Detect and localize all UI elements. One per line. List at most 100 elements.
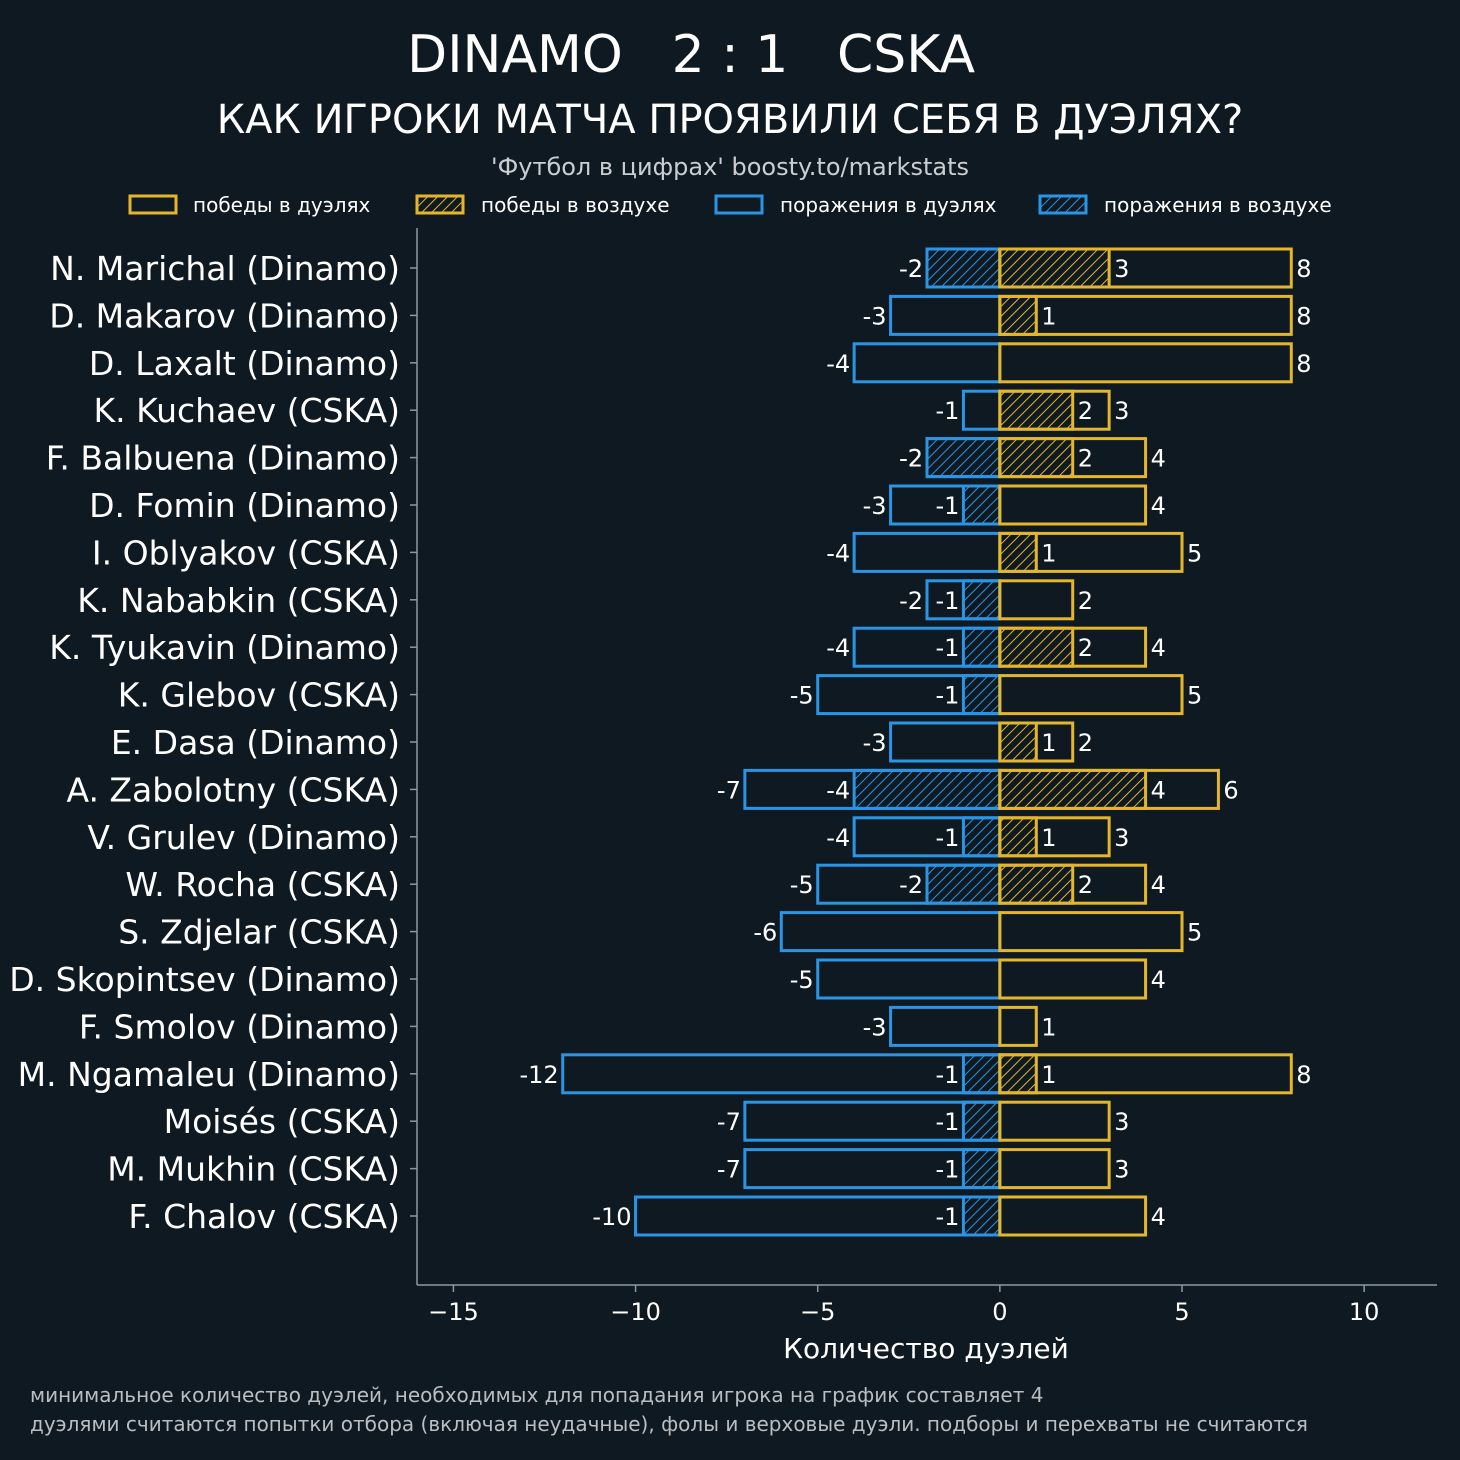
footnote-duel-definition: дуэлями считаются попытки отбора (включа…: [30, 1412, 1308, 1436]
bar-aerial-losses: [961, 1148, 1002, 1190]
bar-duel-wins: [998, 484, 1148, 526]
player-label: D. Makarov (Dinamo): [49, 296, 400, 335]
bar-duel-losses: [889, 1005, 1002, 1047]
bar-aerial-wins: [998, 863, 1075, 905]
bar-aerial-wins: [998, 816, 1038, 858]
label-duel-wins: 2: [1078, 729, 1093, 757]
label-duel-losses: -4: [826, 350, 850, 378]
player-label: I. Oblyakov (CSKA): [92, 533, 400, 572]
label-aerial-losses: -1: [935, 1156, 959, 1184]
label-duel-losses: -4: [826, 634, 850, 662]
bar-duel-losses: [561, 1053, 1002, 1095]
player-label: F. Balbuena (Dinamo): [46, 439, 400, 478]
bar-duel-losses: [816, 958, 1002, 1000]
bar-aerial-losses: [961, 674, 1002, 716]
label-aerial-wins: 1: [1041, 539, 1056, 567]
label-duel-losses: -5: [790, 966, 814, 994]
source-credit: 'Футбол в цифрах' boosty.to/markstats: [491, 153, 969, 181]
bar-aerial-losses: [925, 437, 1002, 479]
label-duel-wins: 8: [1296, 302, 1311, 330]
label-aerial-wins: 2: [1078, 871, 1093, 899]
bar-duel-losses: [743, 1100, 1002, 1142]
bar-duel-wins: [998, 1195, 1148, 1237]
player-label: D. Fomin (Dinamo): [89, 486, 400, 525]
label-aerial-losses: -1: [935, 824, 959, 852]
legend-label-duel-wins: победы в дуэлях: [193, 193, 371, 217]
label-aerial-losses: -1: [935, 634, 959, 662]
bar-aerial-losses: [961, 1100, 1002, 1142]
bar-aerial-wins: [998, 247, 1111, 289]
label-duel-wins: 3: [1114, 1108, 1129, 1136]
bar-aerial-wins: [998, 389, 1075, 431]
label-aerial-losses: -1: [935, 492, 959, 520]
x-tick-label: 5: [1174, 1298, 1189, 1326]
bar-duel-wins: [998, 1148, 1111, 1190]
player-labels: N. Marichal (Dinamo) D. Makarov (Dinamo) D…: [9, 249, 417, 1236]
player-label: V. Grulev (Dinamo): [87, 818, 400, 857]
bar-duel-wins: [998, 342, 1293, 384]
legend-label-duel-losses: поражения в дуэлях: [780, 193, 997, 217]
player-label: M. Mukhin (CSKA): [107, 1150, 400, 1189]
player-label: F. Smolov (Dinamo): [79, 1007, 400, 1046]
label-aerial-losses: -1: [935, 587, 959, 615]
legend-label-aerial-losses: поражения в воздухе: [1104, 193, 1332, 217]
label-duel-wins: 5: [1187, 539, 1202, 567]
label-duel-wins: 4: [1151, 966, 1166, 994]
x-tick-label: 10: [1349, 1298, 1380, 1326]
label-duel-losses: -10: [592, 1203, 631, 1231]
player-label: K. Glebov (CSKA): [118, 676, 400, 715]
label-duel-losses: -5: [790, 871, 814, 899]
label-aerial-losses: -4: [826, 776, 850, 804]
bar-aerial-losses: [925, 247, 1002, 289]
bar-aerial-wins: [998, 437, 1075, 479]
label-duel-wins: 1: [1041, 1013, 1056, 1041]
label-aerial-losses: -2: [899, 255, 923, 283]
x-axis-label: Количество дуэлей: [783, 1332, 1069, 1365]
label-duel-wins: 8: [1296, 1061, 1311, 1089]
bar-duel-wins: [998, 1100, 1111, 1142]
x-tick-label: −15: [428, 1298, 479, 1326]
bar-duel-losses: [779, 911, 1002, 953]
label-duel-losses: -7: [717, 1108, 741, 1136]
match-score: 2 : 1: [672, 25, 789, 85]
label-aerial-wins: 1: [1041, 1061, 1056, 1089]
bar-duel-wins: [998, 958, 1148, 1000]
label-duel-wins: 4: [1151, 445, 1166, 473]
label-aerial-losses: -2: [899, 871, 923, 899]
label-duel-losses: -2: [899, 255, 923, 283]
label-aerial-losses: -1: [935, 1108, 959, 1136]
label-aerial-wins: 2: [1078, 634, 1093, 662]
label-aerial-losses: -1: [935, 1061, 959, 1089]
bar-duel-losses: [889, 721, 1002, 763]
label-duel-losses: -3: [863, 302, 887, 330]
bar-aerial-wins: [998, 721, 1038, 763]
bar-aerial-losses: [961, 626, 1002, 668]
away-team-name: CSKA: [837, 25, 976, 85]
player-label: A. Zabolotny (CSKA): [66, 770, 400, 809]
bar-aerial-wins: [998, 1053, 1038, 1095]
label-duel-wins: 3: [1114, 1156, 1129, 1184]
bar-aerial-losses: [925, 863, 1002, 905]
label-aerial-wins: 3: [1114, 255, 1129, 283]
label-duel-wins: 6: [1223, 776, 1238, 804]
label-aerial-wins: 1: [1041, 824, 1056, 852]
label-duel-losses: -7: [717, 776, 741, 804]
label-aerial-losses: -2: [899, 445, 923, 473]
bars-layer: -2-2 83-3 81-4 8-1 32-2-2 42-3 -1 4-4 51-2 -1 2-4-…: [520, 247, 1312, 1237]
bar-duel-losses: [743, 1148, 1002, 1190]
bar-duel-losses: [852, 342, 1002, 384]
label-duel-losses: -3: [863, 1013, 887, 1041]
label-duel-losses: -5: [790, 682, 814, 710]
player-label: W. Rocha (CSKA): [125, 865, 400, 904]
bar-aerial-wins: [998, 626, 1075, 668]
player-label: D. Laxalt (Dinamo): [89, 344, 400, 383]
label-duel-wins: 2: [1078, 587, 1093, 615]
bar-aerial-wins: [998, 768, 1148, 810]
label-duel-wins: 3: [1114, 397, 1129, 425]
bar-aerial-losses: [961, 1195, 1002, 1237]
bar-duel-losses: [852, 531, 1002, 573]
bar-duel-losses: [889, 294, 1002, 336]
player-label: S. Zdjelar (CSKA): [118, 913, 400, 952]
label-aerial-wins: 1: [1041, 302, 1056, 330]
